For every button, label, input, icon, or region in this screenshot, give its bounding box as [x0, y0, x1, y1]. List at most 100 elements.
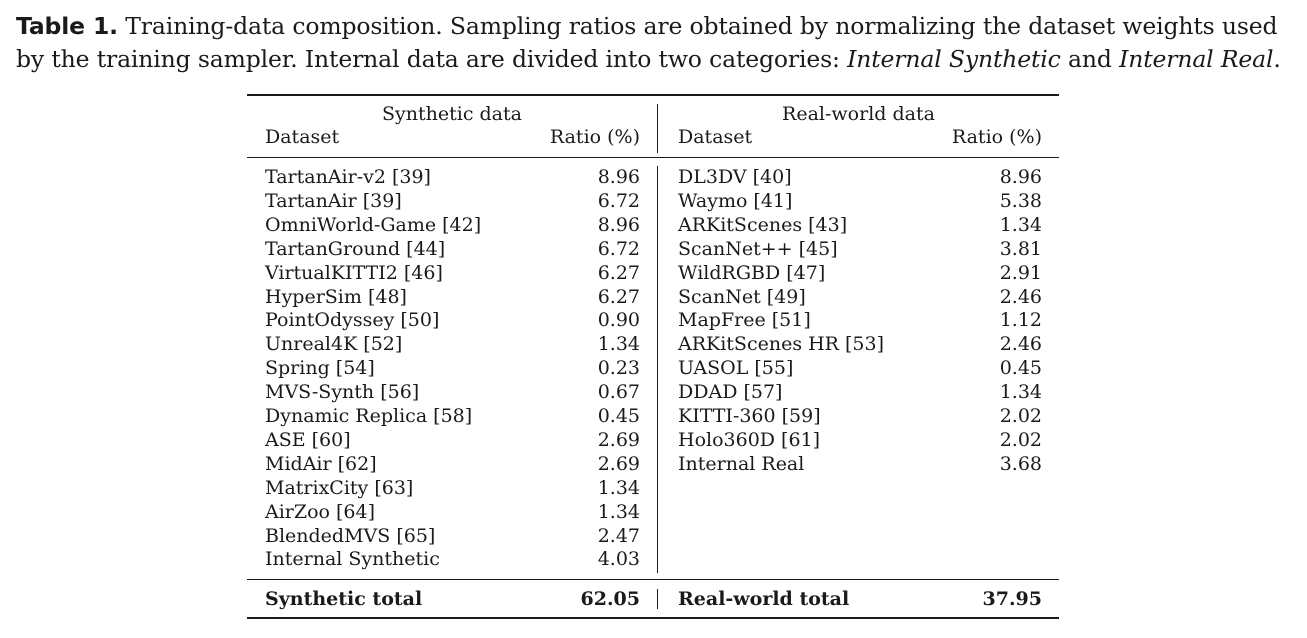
real-dataset-ratio: 2.02 — [999, 428, 1042, 451]
synthetic-dataset-name: Dynamic Replica [58] — [265, 405, 473, 427]
synthetic-dataset-ratio: 0.67 — [597, 381, 640, 404]
synthetic-dataset-name: Unreal4K [52] — [265, 333, 403, 356]
real-dataset-ratio: 1.12 — [999, 309, 1042, 332]
synthetic-dataset-name: Spring [54] — [265, 357, 375, 380]
synthetic-dataset-name: PointOdyssey [50] — [265, 309, 440, 332]
caption-text-end: . — [1273, 45, 1281, 73]
table-row: BlendedMVS [65] 2.47 — [247, 525, 1059, 549]
real-dataset-name: Internal Real — [678, 452, 805, 475]
real-dataset-name: Holo360D [61] — [678, 428, 821, 451]
synthetic-dataset-ratio: 0.45 — [597, 405, 640, 427]
real-dataset-ratio: 2.91 — [999, 261, 1042, 284]
table-row: HyperSim [48] 6.27 ScanNet [49] 2.46 — [247, 286, 1059, 310]
synthetic-dataset-name: TartanAir-v2 [39] — [265, 166, 431, 188]
synthetic-dataset-name: AirZoo [64] — [265, 500, 376, 523]
table-row: Spring [54] 0.23 UASOL [55] 0.45 — [247, 357, 1059, 381]
real-dataset-name: ARKitScenes HR [53] — [678, 333, 885, 356]
table-row: AirZoo [64] 1.34 — [247, 501, 1059, 525]
table-row: TartanGround [44] 6.72 ScanNet++ [45] 3.81 — [247, 238, 1059, 262]
table-row: ASE [60] 2.69 Holo360D [61] 2.02 — [247, 429, 1059, 453]
caption-text: Training-data composition. Sampling rati… — [16, 12, 1278, 73]
real-dataset-name: ScanNet++ [45] — [678, 237, 838, 260]
synthetic-dataset-ratio: 6.72 — [597, 189, 640, 212]
synthetic-dataset-name: ASE [60] — [265, 428, 351, 451]
caption-emphasis-synthetic: Internal Synthetic — [847, 45, 1061, 73]
synthetic-dataset-ratio: 8.96 — [597, 166, 640, 188]
real-dataset-ratio: 1.34 — [999, 381, 1042, 404]
real-dataset-name: KITTI-360 [59] — [678, 405, 821, 427]
synthetic-dataset-name: VirtualKITTI2 [46] — [265, 261, 443, 284]
group-header-synthetic: Synthetic data — [382, 103, 522, 125]
column-header-ratio: Ratio (%) — [549, 126, 640, 148]
table-top-rule — [247, 94, 1059, 97]
column-divider — [657, 166, 658, 573]
real-dataset-name: ScanNet [49] — [678, 285, 806, 308]
table-header-rule — [247, 157, 1059, 158]
table-row: TartanAir [39] 6.72 Waymo [41] 5.38 — [247, 190, 1059, 214]
synthetic-dataset-ratio: 8.96 — [597, 213, 640, 236]
data-composition-table: Synthetic data Real-world data Dataset R… — [247, 94, 1059, 620]
table-row: Dynamic Replica [58] 0.45 KITTI-360 [59] 2.… — [247, 405, 1059, 429]
column-header-ratio: Ratio (%) — [951, 126, 1042, 148]
table-row: VirtualKITTI2 [46] 6.27 WildRGBD [47] 2.91 — [247, 262, 1059, 286]
real-dataset-ratio: 5.38 — [999, 189, 1042, 212]
table-row: OmniWorld-Game [42] 8.96 ARKitScenes [43] 1… — [247, 214, 1059, 238]
caption-text-mid: and — [1060, 45, 1120, 73]
real-total-label: Real-world total — [678, 588, 850, 610]
table-total-rule — [247, 579, 1059, 580]
table-caption: Table 1. Training-data composition. Samp… — [16, 10, 1296, 76]
totals-row: Synthetic total 62.05 Real-world total 3… — [247, 588, 1059, 612]
real-dataset-ratio: 2.02 — [999, 405, 1042, 427]
real-dataset-ratio: 1.34 — [999, 213, 1042, 236]
real-dataset-name: MapFree [51] — [678, 309, 811, 332]
synthetic-dataset-ratio: 2.69 — [597, 428, 640, 451]
real-dataset-name: UASOL [55] — [678, 357, 794, 380]
real-dataset-ratio: 2.46 — [999, 285, 1042, 308]
column-divider — [657, 104, 658, 153]
synthetic-dataset-ratio: 1.34 — [597, 500, 640, 523]
real-dataset-name: DL3DV [40] — [678, 166, 792, 188]
synthetic-dataset-ratio: 1.34 — [597, 476, 640, 499]
synthetic-dataset-ratio: 2.69 — [597, 452, 640, 475]
table-row: PointOdyssey [50] 0.90 MapFree [51] 1.12 — [247, 309, 1059, 333]
synthetic-dataset-name: BlendedMVS [65] — [265, 524, 436, 547]
real-dataset-ratio: 2.46 — [999, 333, 1042, 356]
synthetic-dataset-ratio: 0.23 — [597, 357, 640, 380]
synthetic-total-label: Synthetic total — [265, 588, 423, 610]
synthetic-dataset-name: TartanGround [44] — [265, 237, 446, 260]
synthetic-dataset-ratio: 0.90 — [597, 309, 640, 332]
synthetic-dataset-ratio: 6.27 — [597, 261, 640, 284]
real-dataset-ratio: 8.96 — [999, 166, 1042, 188]
synthetic-dataset-name: OmniWorld-Game [42] — [265, 213, 482, 236]
synthetic-dataset-name: TartanAir [39] — [265, 189, 402, 212]
synthetic-dataset-name: MidAir [62] — [265, 452, 377, 475]
synthetic-dataset-ratio: 1.34 — [597, 333, 640, 356]
table-row: Unreal4K [52] 1.34 ARKitScenes HR [53] 2.46 — [247, 333, 1059, 357]
table-row: TartanAir-v2 [39] 8.96 DL3DV [40] 8.96 — [247, 166, 1059, 190]
real-dataset-ratio: 3.68 — [999, 452, 1042, 475]
real-dataset-name: DDAD [57] — [678, 381, 783, 404]
column-header-dataset: Dataset — [265, 126, 340, 148]
real-dataset-ratio: 3.81 — [999, 237, 1042, 260]
column-header-dataset: Dataset — [678, 126, 753, 148]
group-header-real: Real-world data — [782, 103, 935, 125]
caption-emphasis-real: Internal Real — [1119, 45, 1274, 73]
real-dataset-ratio: 0.45 — [999, 357, 1042, 380]
synthetic-dataset-ratio: 6.72 — [597, 237, 640, 260]
caption-label: Table 1. — [16, 12, 118, 40]
table-row: MVS-Synth [56] 0.67 DDAD [57] 1.34 — [247, 381, 1059, 405]
synthetic-total-value: 62.05 — [580, 588, 641, 610]
synthetic-dataset-name: MVS-Synth [56] — [265, 381, 420, 404]
real-total-value: 37.95 — [982, 588, 1043, 610]
table-row: MidAir [62] 2.69 Internal Real 3.68 — [247, 453, 1059, 477]
synthetic-dataset-ratio: 4.03 — [597, 548, 640, 571]
synthetic-dataset-ratio: 2.47 — [597, 524, 640, 547]
synthetic-dataset-ratio: 6.27 — [597, 285, 640, 308]
real-dataset-name: ARKitScenes [43] — [678, 213, 848, 236]
table-bottom-rule — [247, 617, 1059, 620]
table-row: MatrixCity [63] 1.34 — [247, 477, 1059, 501]
column-divider — [657, 589, 658, 609]
real-dataset-name: Waymo [41] — [678, 189, 793, 212]
synthetic-dataset-name: HyperSim [48] — [265, 285, 407, 308]
synthetic-dataset-name: MatrixCity [63] — [265, 476, 414, 499]
